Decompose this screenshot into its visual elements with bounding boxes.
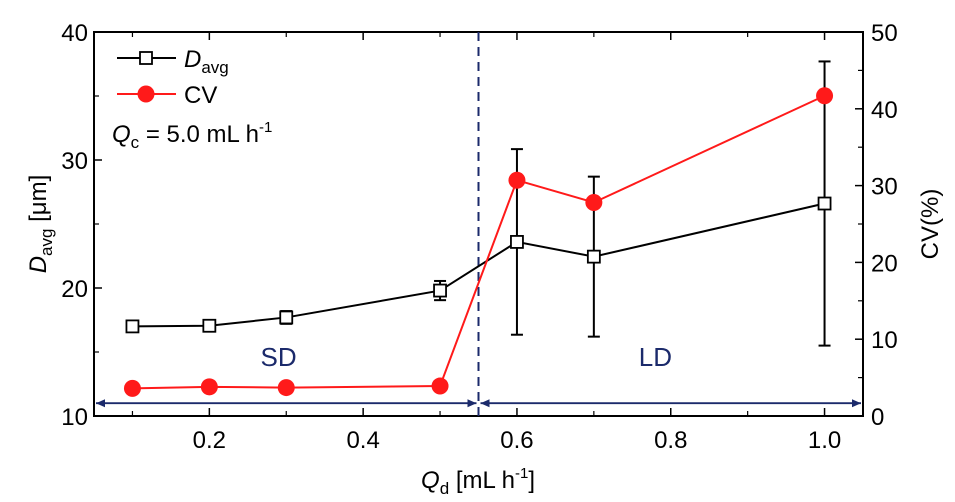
y-left-tick-label: 40 <box>61 20 88 47</box>
y-right-tick-label: 10 <box>871 327 898 354</box>
data-point-davg <box>817 196 832 211</box>
data-point-cv <box>123 379 141 397</box>
x-title-unit-end: ] <box>528 467 535 494</box>
legend-label-davg: Davg <box>184 46 229 77</box>
arrow-head-right <box>467 399 477 408</box>
condition-main: Q <box>112 121 131 148</box>
legend-label-cv: CV <box>184 82 217 109</box>
y-left-title-sub: avg <box>37 229 56 256</box>
condition-text: = 5.0 mL h <box>139 121 259 148</box>
y-left-title-main: D <box>25 256 52 273</box>
y-left-title-unit: [μm] <box>25 175 52 229</box>
data-point-cv <box>200 378 218 396</box>
condition-annotation: Qc = 5.0 mL h-1 <box>112 119 272 152</box>
x-title-unit: [mL h <box>449 467 515 494</box>
y-left-axis-title: Davg [μm] <box>25 175 56 274</box>
x-axis-title: Qd [mL h-1] <box>421 465 535 498</box>
region-label-sd: SD <box>260 342 296 372</box>
data-point-cv <box>816 87 834 105</box>
data-point-cv <box>277 379 295 397</box>
legend-marker-davg <box>139 51 153 65</box>
arrow-head-left <box>480 399 490 408</box>
axis-ticks: 0.2 0.4 0.6 0.8 1.0 10 20 30 40 0 10 20 30 40 50 <box>61 20 897 454</box>
x-tick-label: 0.6 <box>500 427 533 454</box>
data-point-davg <box>202 318 217 333</box>
data-point-davg <box>279 310 294 325</box>
data-point-davg <box>586 249 601 264</box>
x-title-sub: d <box>440 479 449 498</box>
y-right-tick-label: 0 <box>871 404 884 431</box>
data-point-davg <box>510 235 524 249</box>
y-right-axis-title: CV(%) <box>917 189 944 260</box>
y-left-tick-label: 10 <box>61 404 88 431</box>
arrow-head-right <box>852 399 861 408</box>
x-tick-label: 1.0 <box>808 427 841 454</box>
x-tick-label: 0.4 <box>346 427 379 454</box>
data-point-cv <box>508 171 526 189</box>
legend: Davg CV Qc = 5.0 mL h-1 <box>112 46 272 152</box>
condition-sup: -1 <box>259 119 272 136</box>
x-title-sup: -1 <box>515 465 528 482</box>
arrow-head-left <box>96 399 105 408</box>
data-point-davg <box>433 283 447 298</box>
y-left-tick-label: 30 <box>61 148 88 175</box>
y-right-tick-label: 30 <box>871 174 898 201</box>
condition-sub: c <box>131 133 140 152</box>
series-markers <box>123 87 834 397</box>
data-point-cv <box>585 193 603 211</box>
y-right-tick-label: 40 <box>871 97 898 124</box>
legend-davg-sub: avg <box>201 58 228 77</box>
x-tick-label: 0.2 <box>193 427 226 454</box>
data-point-cv <box>431 377 449 395</box>
region-label-ld: LD <box>639 342 672 372</box>
y-left-tick-label: 20 <box>61 276 88 303</box>
y-right-tick-label: 50 <box>871 20 898 47</box>
x-tick-label: 0.8 <box>654 427 687 454</box>
regime-arrows <box>96 399 861 408</box>
y-right-tick-label: 20 <box>871 250 898 277</box>
legend-davg-main: D <box>184 46 201 73</box>
x-title-main: Q <box>421 467 440 494</box>
data-point-davg <box>125 319 140 334</box>
legend-marker-cv <box>137 85 155 103</box>
